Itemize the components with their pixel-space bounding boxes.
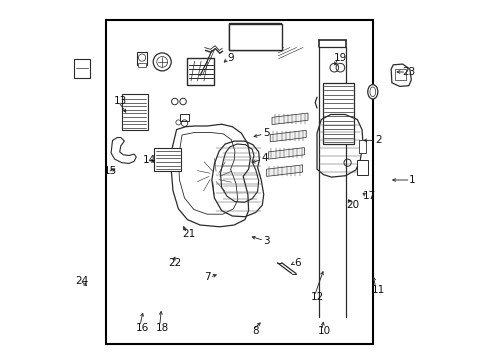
Bar [137, 52, 147, 65]
Text: 8: 8 [252, 326, 259, 336]
Text: 11: 11 [371, 285, 385, 295]
Text: 18: 18 [156, 323, 169, 333]
Text: 1: 1 [409, 175, 416, 185]
Bar [122, 94, 148, 130]
Text: 16: 16 [136, 323, 149, 333]
Polygon shape [270, 130, 306, 142]
Bar [106, 20, 373, 344]
Bar [187, 58, 215, 85]
Bar [357, 160, 368, 175]
Text: 20: 20 [346, 200, 360, 210]
Bar [154, 148, 181, 171]
Bar [180, 114, 189, 121]
Bar [138, 63, 146, 67]
Text: 13: 13 [114, 96, 127, 106]
Polygon shape [269, 148, 304, 159]
Text: 15: 15 [103, 166, 117, 176]
Text: 23: 23 [402, 67, 416, 77]
Bar [323, 83, 354, 144]
Bar [74, 59, 90, 78]
Text: 24: 24 [75, 276, 89, 286]
Text: 6: 6 [294, 258, 300, 268]
Text: 2: 2 [375, 135, 382, 145]
Text: 10: 10 [318, 326, 331, 336]
Text: 19: 19 [334, 53, 347, 63]
Text: 22: 22 [168, 258, 181, 268]
Bar [231, 26, 278, 48]
Bar [360, 140, 366, 153]
Ellipse shape [370, 87, 376, 97]
Text: 5: 5 [263, 128, 270, 138]
Ellipse shape [368, 85, 378, 99]
Text: 17: 17 [363, 191, 376, 201]
Bar [395, 69, 406, 80]
Text: 9: 9 [227, 53, 234, 63]
Text: 3: 3 [263, 236, 270, 246]
Bar [229, 24, 282, 50]
Bar [229, 23, 281, 50]
Text: 7: 7 [204, 272, 211, 282]
Text: 12: 12 [310, 292, 323, 302]
Polygon shape [272, 113, 308, 125]
Text: 4: 4 [262, 153, 268, 163]
Bar [231, 26, 278, 48]
Text: 21: 21 [183, 229, 196, 239]
Polygon shape [267, 165, 303, 176]
Text: 14: 14 [143, 155, 156, 165]
